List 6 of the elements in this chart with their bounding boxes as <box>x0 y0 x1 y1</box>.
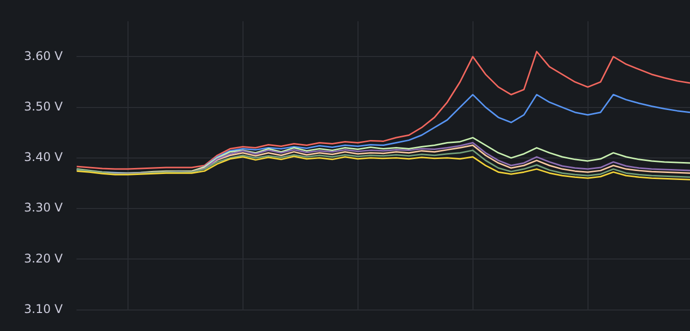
y-tick-label: 3.30 V <box>24 200 64 215</box>
y-tick-label: 3.40 V <box>24 150 64 164</box>
y-tick-label: 3.10 V <box>24 302 64 316</box>
y-tick-label: 3.20 V <box>24 251 64 266</box>
y-tick-label: 3.50 V <box>24 99 64 114</box>
y-tick-label: 3.60 V <box>24 48 64 63</box>
